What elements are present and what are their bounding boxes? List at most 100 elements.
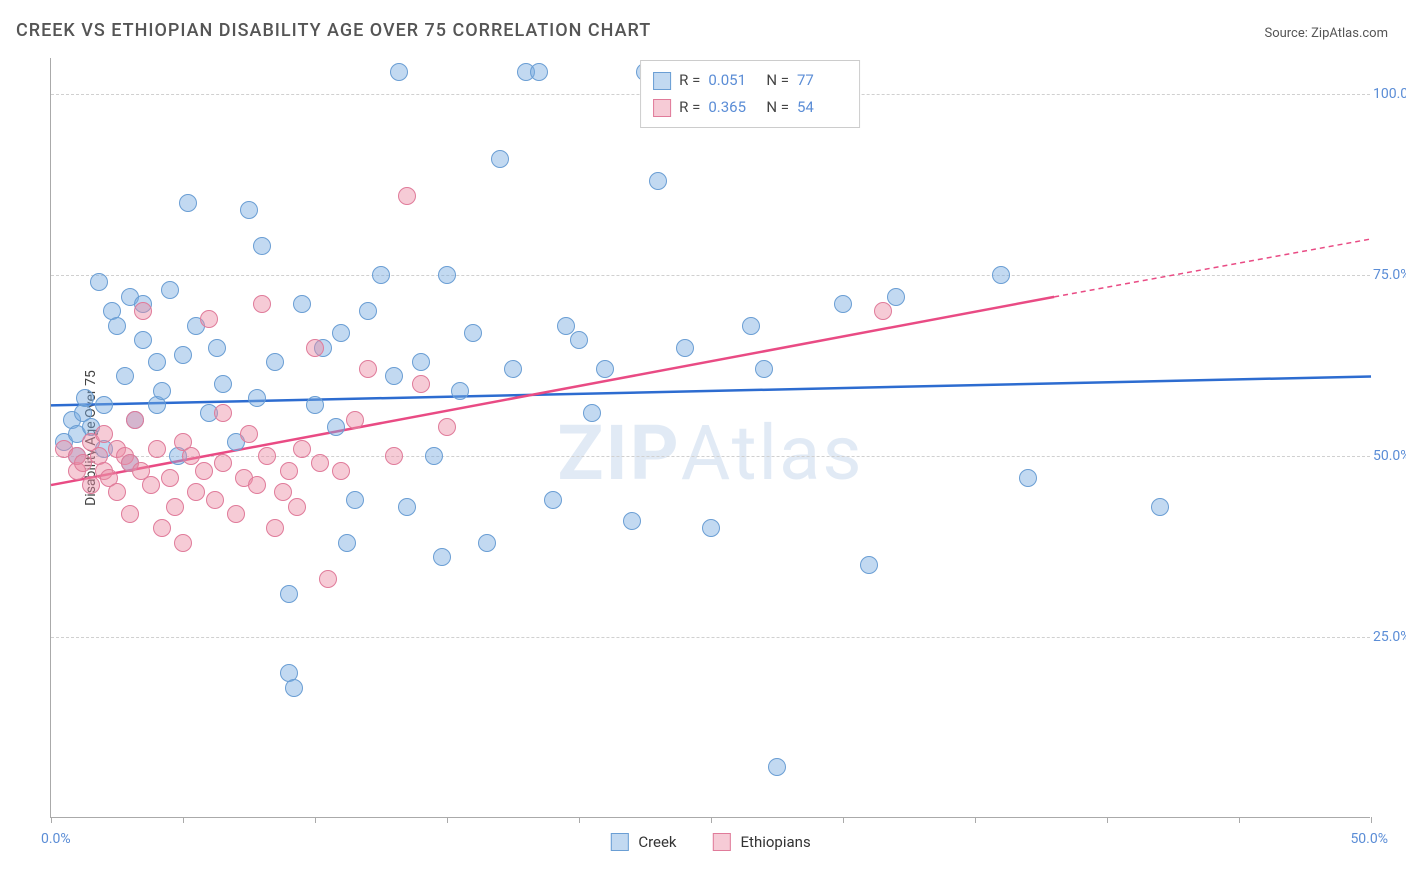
data-point	[412, 375, 430, 393]
data-point	[478, 534, 496, 552]
data-point	[583, 404, 601, 422]
data-point	[280, 585, 298, 603]
data-point	[179, 194, 197, 212]
x-tick	[975, 817, 976, 823]
data-point	[346, 491, 364, 509]
data-point	[464, 324, 482, 342]
data-point	[161, 469, 179, 487]
data-point	[153, 382, 171, 400]
data-point	[108, 317, 126, 335]
data-point	[1151, 498, 1169, 516]
x-tick	[315, 817, 316, 823]
data-point	[596, 360, 614, 378]
stats-legend: R = 0.051 N = 77 R = 0.365 N = 54	[640, 60, 860, 128]
data-point	[200, 310, 218, 328]
data-point	[266, 353, 284, 371]
data-point	[390, 63, 408, 81]
data-point	[359, 302, 377, 320]
data-point	[491, 150, 509, 168]
bottom-legend: Creek Ethiopians	[610, 833, 810, 851]
data-point	[161, 281, 179, 299]
data-point	[142, 476, 160, 494]
data-point	[258, 447, 276, 465]
x-label-max: 50.0%	[1350, 831, 1388, 847]
x-label-min: 0.0%	[41, 831, 71, 847]
data-point	[570, 331, 588, 349]
data-point	[227, 505, 245, 523]
y-tick-label: 25.0%	[1373, 629, 1406, 645]
data-point	[438, 418, 456, 436]
x-tick	[183, 817, 184, 823]
x-tick	[711, 817, 712, 823]
data-point	[134, 331, 152, 349]
data-point	[504, 360, 522, 378]
source-label: Source: ZipAtlas.com	[1264, 26, 1388, 41]
x-tick	[51, 817, 52, 823]
bottom-swatch-ethiopians	[713, 833, 731, 851]
data-point	[266, 519, 284, 537]
data-point	[174, 534, 192, 552]
data-point	[187, 483, 205, 501]
data-point	[248, 476, 266, 494]
data-point	[992, 266, 1010, 284]
data-point	[214, 375, 232, 393]
x-tick	[1371, 817, 1372, 823]
data-point	[208, 339, 226, 357]
data-point	[385, 367, 403, 385]
data-point	[253, 237, 271, 255]
data-point	[702, 519, 720, 537]
data-point	[126, 411, 144, 429]
data-point	[623, 512, 641, 530]
data-point	[359, 360, 377, 378]
data-point	[834, 295, 852, 313]
legend-row-ethiopians: R = 0.365 N = 54	[653, 94, 847, 121]
data-point	[332, 324, 350, 342]
data-point	[755, 360, 773, 378]
data-point	[557, 317, 575, 335]
x-tick	[843, 817, 844, 823]
y-tick-label: 50.0%	[1373, 448, 1406, 464]
data-point	[398, 498, 416, 516]
data-point	[438, 266, 456, 284]
swatch-creek	[653, 72, 671, 90]
bottom-swatch-creek	[610, 833, 628, 851]
data-point	[214, 404, 232, 422]
data-point	[90, 273, 108, 291]
data-point	[385, 447, 403, 465]
data-point	[253, 295, 271, 313]
data-point	[293, 440, 311, 458]
data-point	[874, 302, 892, 320]
data-point	[108, 483, 126, 501]
data-point	[82, 476, 100, 494]
data-point	[285, 679, 303, 697]
data-point	[306, 339, 324, 357]
data-point	[288, 498, 306, 516]
data-point	[214, 454, 232, 472]
data-point	[860, 556, 878, 574]
x-tick	[447, 817, 448, 823]
x-tick	[1107, 817, 1108, 823]
data-point	[451, 382, 469, 400]
data-point	[240, 201, 258, 219]
data-point	[116, 367, 134, 385]
data-point	[412, 353, 430, 371]
data-point	[206, 491, 224, 509]
data-point	[346, 411, 364, 429]
y-tick-label: 75.0%	[1373, 267, 1406, 283]
data-point	[649, 172, 667, 190]
data-point	[530, 63, 548, 81]
bottom-legend-creek: Creek	[610, 833, 676, 851]
data-point	[306, 396, 324, 414]
data-point	[95, 396, 113, 414]
data-point	[166, 498, 184, 516]
data-point	[332, 462, 350, 480]
data-point	[742, 317, 760, 335]
data-point	[398, 187, 416, 205]
data-point	[153, 519, 171, 537]
data-point	[887, 288, 905, 306]
data-point	[768, 758, 786, 776]
bottom-legend-ethiopians: Ethiopians	[713, 833, 811, 851]
plot-area: Disability Age Over 75 ZIPAtlas 25.0%50.…	[50, 58, 1370, 818]
data-point	[95, 425, 113, 443]
data-point	[327, 418, 345, 436]
